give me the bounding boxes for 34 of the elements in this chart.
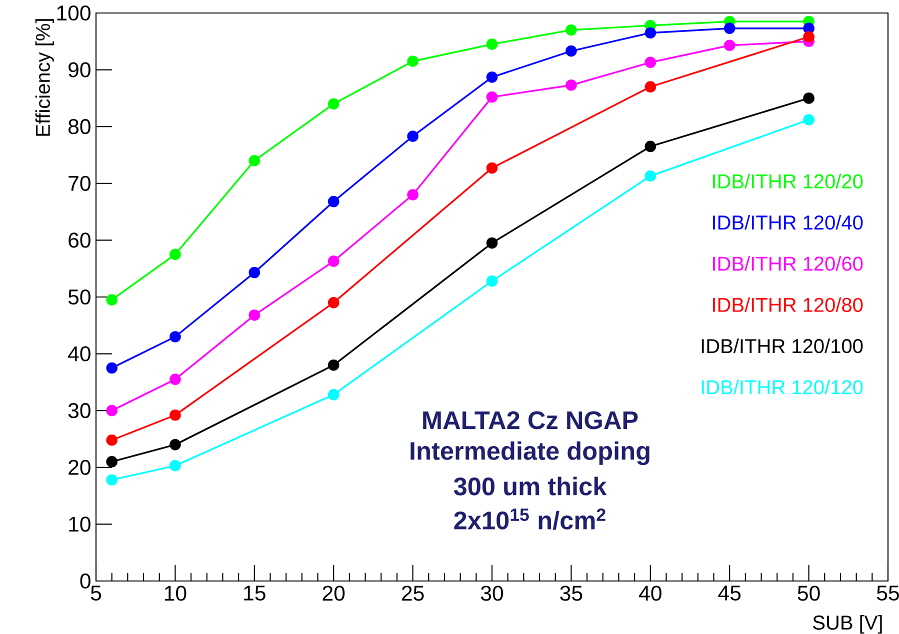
y-tick-label: 70: [68, 176, 90, 191]
x-tick-label: 50: [798, 586, 820, 601]
x-tick-label: 35: [560, 586, 582, 601]
y-tick-label: 30: [68, 403, 90, 418]
y-tick-label: 80: [68, 119, 90, 134]
x-tick-label: 15: [244, 586, 266, 601]
y-tick-label: 10: [69, 516, 90, 532]
annotation: Intermediate doping: [410, 441, 650, 466]
annotation: 300 um thick: [454, 476, 607, 496]
text: IDB/ITHR 120/40: [713, 214, 863, 230]
x-tick-label: 10: [164, 586, 186, 601]
annotation: 2x10$^{15}$ n/cm$^{2}$: [454, 508, 606, 530]
y-tick-label: 20: [68, 460, 90, 475]
text: IDB/ITHR 120/120: [702, 380, 863, 394]
y-tick-label: 50: [68, 289, 90, 305]
text: IDB/ITHR 120/80: [713, 297, 863, 312]
x-tick-label: 5: [90, 586, 102, 601]
y-tick-label: 0: [80, 573, 90, 589]
y-axis-title: Efficiency [%]: [35, 19, 54, 136]
x-tick-label: 40: [639, 586, 662, 601]
y-tick-label: 40: [68, 346, 90, 362]
x-tick-label: 30: [480, 586, 504, 601]
x-axis-title: SUB [V]: [813, 615, 882, 634]
x-tick-label: 55: [876, 586, 899, 601]
x-tick-label: 45: [718, 586, 741, 601]
text: IDB/ITHR 120/60: [713, 256, 863, 271]
y-tick-label: 90: [68, 62, 90, 78]
text: IDB/ITHR 120/20: [713, 174, 863, 188]
x-tick-label: 25: [402, 586, 424, 601]
text: IDB/ITHR 120/100: [702, 338, 863, 354]
y-tick-label: 100: [57, 5, 90, 21]
y-tick-label: 60: [68, 232, 90, 248]
x-tick-label: 20: [322, 586, 345, 601]
annotation: MALTA2 Cz NGAP: [423, 411, 638, 430]
